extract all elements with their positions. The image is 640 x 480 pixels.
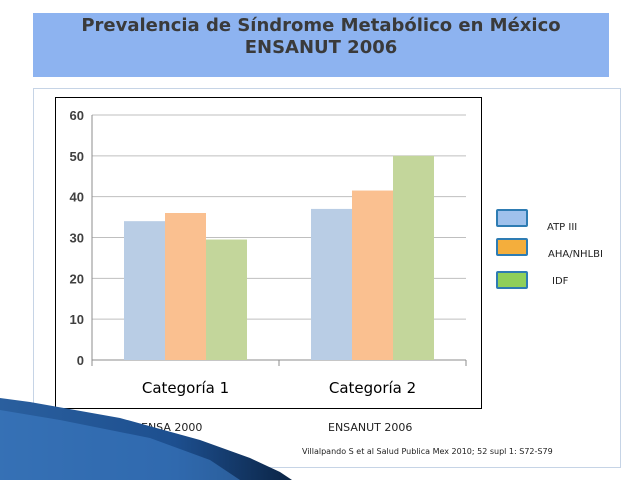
legend-swatch-atp-iii	[496, 209, 528, 227]
content-frame	[33, 88, 621, 468]
chart-frame: 0 10 20 30 40 50 60 Categoría 1 Categoría 2	[55, 97, 482, 409]
y-tick-label: 50	[70, 149, 84, 164]
y-tick-label: 10	[70, 312, 84, 327]
x-tick-label: Categoría 1	[142, 379, 229, 397]
y-tick-label: 20	[70, 271, 84, 286]
slide-subtitle: ENSANUT 2006	[244, 37, 398, 58]
y-tick-label: 0	[77, 353, 84, 368]
bar	[393, 155, 434, 360]
y-tick-label: 30	[70, 231, 84, 246]
legend-label-atp-iii: ATP III	[547, 222, 578, 233]
slide-title: Prevalencia de Síndrome Metabólico en Mé…	[81, 15, 561, 36]
y-tick-label: 40	[70, 190, 84, 205]
legend-label-aha-nhlbi: AHA/NHLBI	[548, 249, 603, 260]
x-tick-label: Categoría 2	[329, 379, 416, 397]
legend-label-idf: IDF	[552, 276, 569, 287]
bar-chart: 0 10 20 30 40 50 60 Categoría 1 Categoría 2	[70, 108, 467, 397]
bar	[165, 213, 206, 360]
y-tick-label: 60	[70, 108, 84, 123]
bar	[124, 221, 165, 360]
caption-ensanut-2006: ENSANUT 2006	[328, 421, 413, 434]
title-banner: Prevalencia de Síndrome Metabólico en Mé…	[33, 13, 609, 77]
swoosh-highlight	[0, 410, 240, 480]
bar	[352, 190, 393, 360]
bar	[206, 239, 247, 360]
bar	[311, 208, 352, 360]
citation: Villalpando S et al Salud Publica Mex 20…	[302, 447, 553, 456]
legend-swatch-idf	[496, 271, 528, 289]
legend-swatch-aha-nhlbi	[496, 238, 528, 256]
